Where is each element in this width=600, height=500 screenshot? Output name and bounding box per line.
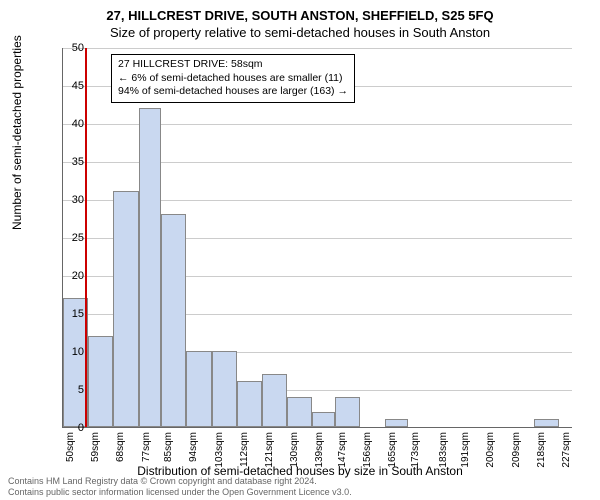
y-tick-label: 50 (44, 42, 84, 54)
x-tick-label: 147sqm (337, 432, 348, 482)
footer-line-2: Contains public sector information licen… (8, 487, 352, 498)
x-tick-label: 103sqm (214, 432, 225, 482)
reference-line (85, 48, 87, 427)
x-tick-label: 227sqm (561, 432, 572, 482)
chart-container: 27 HILLCREST DRIVE: 58sqm ← 6% of semi-d… (62, 48, 572, 428)
histogram-bar (385, 419, 407, 427)
y-tick-label: 35 (44, 156, 84, 168)
x-tick-label: 218sqm (536, 432, 547, 482)
x-tick-label: 94sqm (188, 432, 199, 482)
histogram-bar (212, 351, 237, 427)
x-tick-label: 209sqm (511, 432, 522, 482)
info-line-1: 27 HILLCREST DRIVE: 58sqm (118, 58, 348, 72)
x-tick-label: 59sqm (90, 432, 101, 482)
x-tick-label: 68sqm (115, 432, 126, 482)
plot-area: 27 HILLCREST DRIVE: 58sqm ← 6% of semi-d… (62, 48, 572, 428)
x-tick-label: 165sqm (387, 432, 398, 482)
info-line-2: ← 6% of semi-detached houses are smaller… (118, 72, 348, 86)
histogram-bar (88, 336, 113, 427)
x-tick-label: 156sqm (362, 432, 373, 482)
y-tick-label: 40 (44, 118, 84, 130)
y-tick-label: 30 (44, 194, 84, 206)
x-tick-label: 191sqm (460, 432, 471, 482)
x-tick-label: 139sqm (314, 432, 325, 482)
histogram-bar (161, 214, 186, 427)
x-tick-label: 183sqm (438, 432, 449, 482)
x-tick-label: 130sqm (289, 432, 300, 482)
chart-title-main: 27, HILLCREST DRIVE, SOUTH ANSTON, SHEFF… (0, 0, 600, 23)
y-tick-label: 5 (44, 384, 84, 396)
info-line-3: 94% of semi-detached houses are larger (… (118, 85, 348, 99)
histogram-bar (139, 108, 161, 427)
x-tick-label: 77sqm (141, 432, 152, 482)
histogram-bar (262, 374, 287, 427)
x-tick-label: 173sqm (410, 432, 421, 482)
histogram-bar (312, 412, 334, 427)
y-axis-label: Number of semi-detached properties (10, 35, 24, 230)
chart-title-sub: Size of property relative to semi-detach… (0, 23, 600, 40)
y-tick-label: 20 (44, 270, 84, 282)
histogram-bar (186, 351, 211, 427)
y-tick-label: 25 (44, 232, 84, 244)
histogram-bar (335, 397, 360, 427)
y-tick-label: 15 (44, 308, 84, 320)
y-tick-label: 0 (44, 422, 84, 434)
x-tick-label: 121sqm (264, 432, 275, 482)
histogram-bar (113, 191, 138, 427)
info-box: 27 HILLCREST DRIVE: 58sqm ← 6% of semi-d… (111, 54, 355, 103)
y-tick-label: 45 (44, 80, 84, 92)
footer-attribution: Contains HM Land Registry data © Crown c… (8, 476, 352, 498)
x-tick-label: 112sqm (239, 432, 250, 482)
x-tick-label: 200sqm (485, 432, 496, 482)
x-tick-label: 50sqm (65, 432, 76, 482)
histogram-bar (237, 381, 262, 427)
y-tick-label: 10 (44, 346, 84, 358)
gridline (63, 48, 572, 49)
histogram-bar (287, 397, 312, 427)
x-tick-label: 85sqm (163, 432, 174, 482)
histogram-bar (534, 419, 559, 427)
footer-line-1: Contains HM Land Registry data © Crown c… (8, 476, 352, 487)
